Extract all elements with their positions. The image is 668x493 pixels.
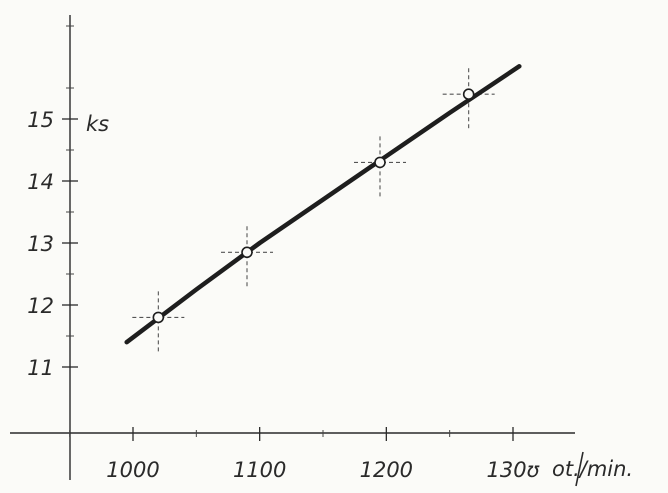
x-tick-label: 1200 [360,458,413,482]
y-axis-label: ks [86,112,109,136]
y-tick-label: 15 [27,108,54,132]
y-tick-label: 14 [27,170,54,194]
y-tick-label: 11 [27,356,54,380]
x-tick-label: 130ʊ [486,458,539,482]
data-point [374,156,386,169]
x-axis-label: ot./min. [552,457,633,481]
data-point [152,311,165,324]
data-point [462,88,475,100]
data-point [241,246,253,259]
series-fit-line [124,64,522,345]
y-tick-label: 13 [27,232,54,256]
x-tick-label: 1100 [233,458,286,482]
x-axis-label-slash [575,451,584,487]
y-tick-label: 12 [27,294,54,318]
x-tick-label: 1000 [106,458,159,482]
